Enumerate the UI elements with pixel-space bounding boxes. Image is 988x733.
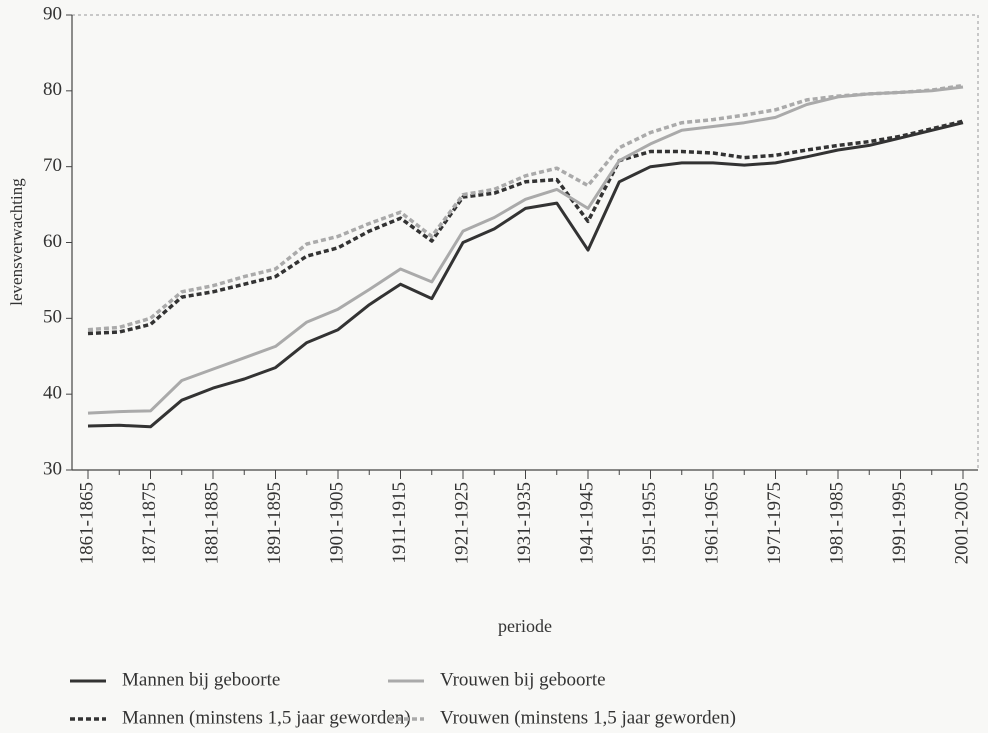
x-tick-label: 1931-1935 (514, 482, 535, 564)
x-tick-label: 2001-2005 (951, 482, 972, 564)
x-tick-label: 1891-1895 (264, 482, 285, 564)
x-tick-label: 1941-1945 (576, 482, 597, 564)
x-tick-label: 1901-1905 (326, 482, 347, 564)
x-tick-label: 1971-1975 (764, 482, 785, 564)
x-tick-label: 1881-1885 (201, 482, 222, 564)
x-tick-label: 1861-1865 (76, 482, 97, 564)
legend-label: Mannen (minstens 1,5 jaar geworden) (122, 707, 411, 728)
x-tick-label: 1871-1875 (139, 482, 160, 564)
y-tick-label: 70 (43, 155, 62, 176)
y-tick-label: 50 (43, 307, 62, 328)
series-line (87, 119, 964, 336)
legend-label: Vrouwen bij geboorte (440, 669, 606, 690)
y-tick-label: 60 (43, 231, 62, 252)
x-tick-label: 1991-1995 (889, 482, 910, 564)
series-line (87, 121, 964, 429)
x-tick-label: 1911-1915 (389, 482, 410, 564)
x-tick-label: 1961-1965 (701, 482, 722, 564)
x-axis-label: periode (498, 616, 552, 636)
y-axis-label: levensverwachting (7, 178, 26, 306)
x-tick-label: 1981-1985 (826, 482, 847, 564)
legend-label: Vrouwen (minstens 1,5 jaar geworden) (440, 707, 736, 728)
y-tick-label: 40 (43, 383, 62, 404)
x-tick-label: 1921-1925 (451, 482, 472, 564)
legend-label: Mannen bij geboorte (122, 669, 280, 690)
x-tick-label: 1951-1955 (639, 482, 660, 564)
series-line (87, 83, 964, 332)
y-tick-label: 90 (43, 3, 62, 24)
y-tick-label: 30 (43, 458, 62, 479)
series-line (87, 85, 964, 415)
y-tick-label: 80 (43, 79, 62, 100)
